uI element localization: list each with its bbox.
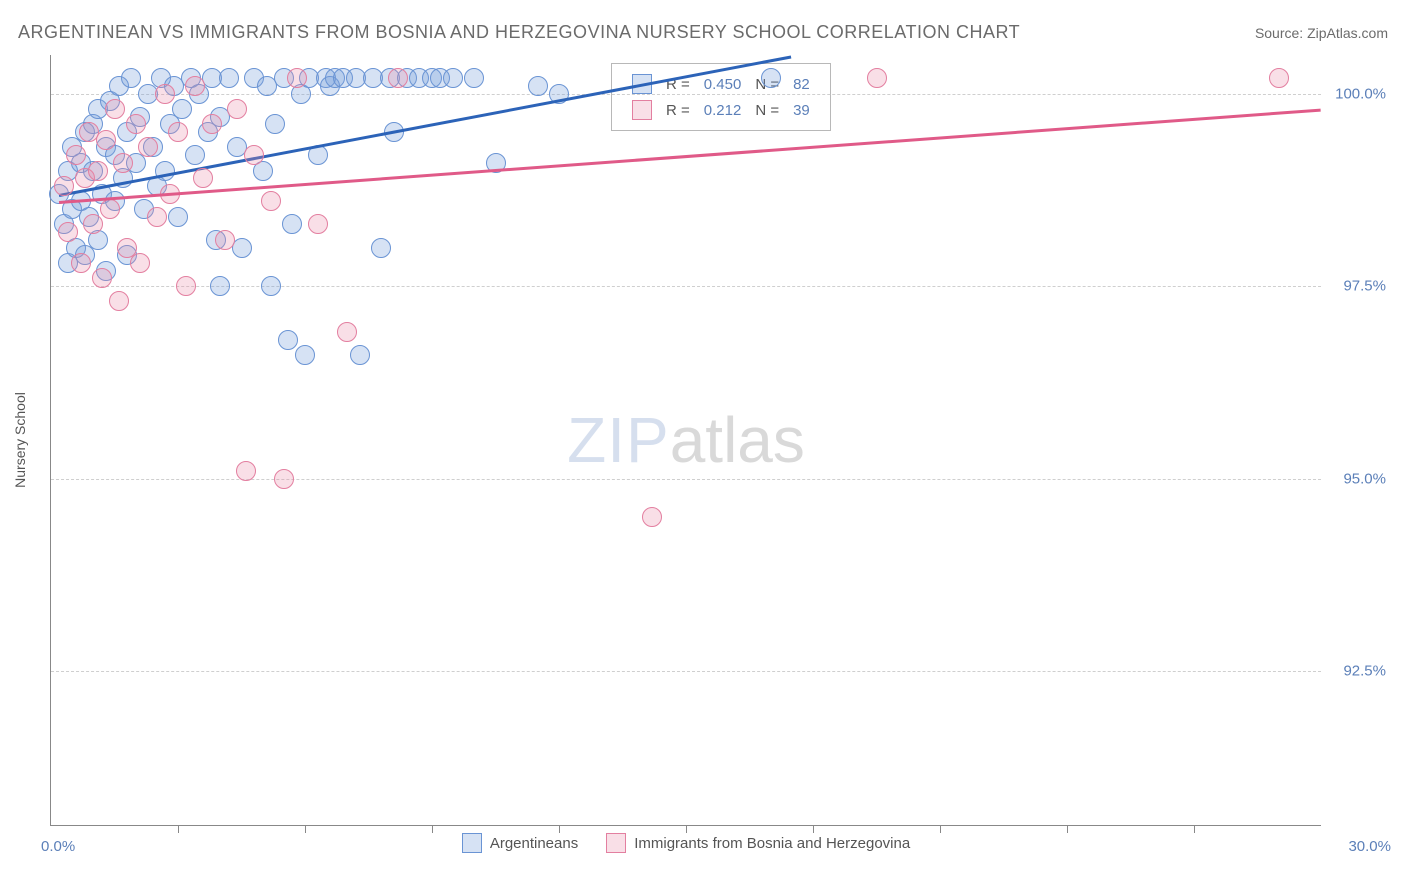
- x-min-label: 0.0%: [41, 838, 75, 855]
- data-point-arg: [219, 68, 239, 88]
- swatch-bos: [632, 100, 652, 120]
- n-value-arg: 82: [787, 72, 816, 96]
- data-point-bos: [287, 68, 307, 88]
- r-value-bos: 0.212: [698, 98, 748, 122]
- data-point-bos: [113, 153, 133, 173]
- data-point-bos: [176, 276, 196, 296]
- gridline: [51, 94, 1321, 95]
- data-point-arg: [761, 68, 781, 88]
- legend-item-arg: Argentineans: [462, 833, 578, 853]
- data-point-bos: [54, 176, 74, 196]
- data-point-bos: [83, 214, 103, 234]
- stats-row-arg: R =0.450N =82: [626, 72, 816, 96]
- data-point-bos: [1269, 68, 1289, 88]
- data-point-bos: [308, 214, 328, 234]
- plot-container: Nursery School ZIPatlas R =0.450N =82R =…: [50, 55, 1390, 825]
- plot-area: ZIPatlas R =0.450N =82R =0.212N =39 Arge…: [50, 55, 1321, 826]
- legend-item-bos: Immigrants from Bosnia and Herzegovina: [606, 833, 910, 853]
- watermark: ZIPatlas: [567, 403, 805, 477]
- x-tick: [813, 825, 814, 833]
- source-label: Source: ZipAtlas.com: [1255, 25, 1388, 41]
- data-point-arg: [261, 276, 281, 296]
- data-point-bos: [244, 145, 264, 165]
- gridline: [51, 671, 1321, 672]
- data-point-bos: [130, 253, 150, 273]
- n-value-bos: 39: [787, 98, 816, 122]
- data-point-bos: [227, 99, 247, 119]
- data-point-bos: [96, 130, 116, 150]
- x-tick: [940, 825, 941, 833]
- x-max-label: 30.0%: [1348, 838, 1391, 855]
- legend-swatch-bos: [606, 833, 626, 853]
- data-point-bos: [105, 99, 125, 119]
- x-tick: [432, 825, 433, 833]
- gridline: [51, 286, 1321, 287]
- data-point-arg: [265, 114, 285, 134]
- n-label: N =: [749, 98, 785, 122]
- stats-table: R =0.450N =82R =0.212N =39: [624, 70, 818, 124]
- data-point-bos: [58, 222, 78, 242]
- data-point-bos: [92, 268, 112, 288]
- legend-label-arg: Argentineans: [490, 835, 578, 852]
- data-point-bos: [126, 114, 146, 134]
- data-point-bos: [642, 507, 662, 527]
- stats-legend: R =0.450N =82R =0.212N =39: [611, 63, 831, 131]
- r-value-arg: 0.450: [698, 72, 748, 96]
- series-legend: Argentineans Immigrants from Bosnia and H…: [51, 833, 1321, 857]
- y-tick-label: 95.0%: [1343, 470, 1386, 487]
- data-point-arg: [282, 214, 302, 234]
- x-tick: [178, 825, 179, 833]
- data-point-arg: [172, 99, 192, 119]
- header-row: ARGENTINEAN VS IMMIGRANTS FROM BOSNIA AN…: [18, 22, 1388, 43]
- chart-title: ARGENTINEAN VS IMMIGRANTS FROM BOSNIA AN…: [18, 22, 1020, 43]
- data-point-bos: [66, 145, 86, 165]
- data-point-arg: [295, 345, 315, 365]
- x-tick: [686, 825, 687, 833]
- x-tick: [1067, 825, 1068, 833]
- data-point-arg: [210, 276, 230, 296]
- data-point-bos: [261, 191, 281, 211]
- data-point-arg: [185, 145, 205, 165]
- data-point-bos: [337, 322, 357, 342]
- data-point-bos: [215, 230, 235, 250]
- legend-swatch-arg: [462, 833, 482, 853]
- data-point-arg: [464, 68, 484, 88]
- data-point-bos: [155, 84, 175, 104]
- data-point-bos: [109, 291, 129, 311]
- legend-label-bos: Immigrants from Bosnia and Herzegovina: [634, 835, 910, 852]
- stats-row-bos: R =0.212N =39: [626, 98, 816, 122]
- data-point-bos: [202, 114, 222, 134]
- data-point-bos: [274, 469, 294, 489]
- data-point-bos: [138, 137, 158, 157]
- data-point-arg: [278, 330, 298, 350]
- data-point-bos: [71, 253, 91, 273]
- watermark-left: ZIP: [567, 404, 670, 476]
- x-tick: [305, 825, 306, 833]
- y-tick-label: 92.5%: [1343, 663, 1386, 680]
- data-point-arg: [443, 68, 463, 88]
- data-point-arg: [121, 68, 141, 88]
- data-point-bos: [168, 122, 188, 142]
- watermark-right: atlas: [670, 404, 805, 476]
- data-point-bos: [100, 199, 120, 219]
- data-point-bos: [867, 68, 887, 88]
- x-tick: [1194, 825, 1195, 833]
- y-tick-label: 97.5%: [1343, 278, 1386, 295]
- data-point-bos: [185, 76, 205, 96]
- data-point-arg: [528, 76, 548, 96]
- data-point-arg: [168, 207, 188, 227]
- data-point-bos: [88, 161, 108, 181]
- data-point-bos: [388, 68, 408, 88]
- data-point-bos: [147, 207, 167, 227]
- y-tick-label: 100.0%: [1335, 85, 1386, 102]
- x-tick: [559, 825, 560, 833]
- r-label: R =: [660, 98, 696, 122]
- y-axis-label: Nursery School: [12, 392, 28, 488]
- data-point-arg: [371, 238, 391, 258]
- data-point-bos: [193, 168, 213, 188]
- data-point-arg: [350, 345, 370, 365]
- data-point-bos: [236, 461, 256, 481]
